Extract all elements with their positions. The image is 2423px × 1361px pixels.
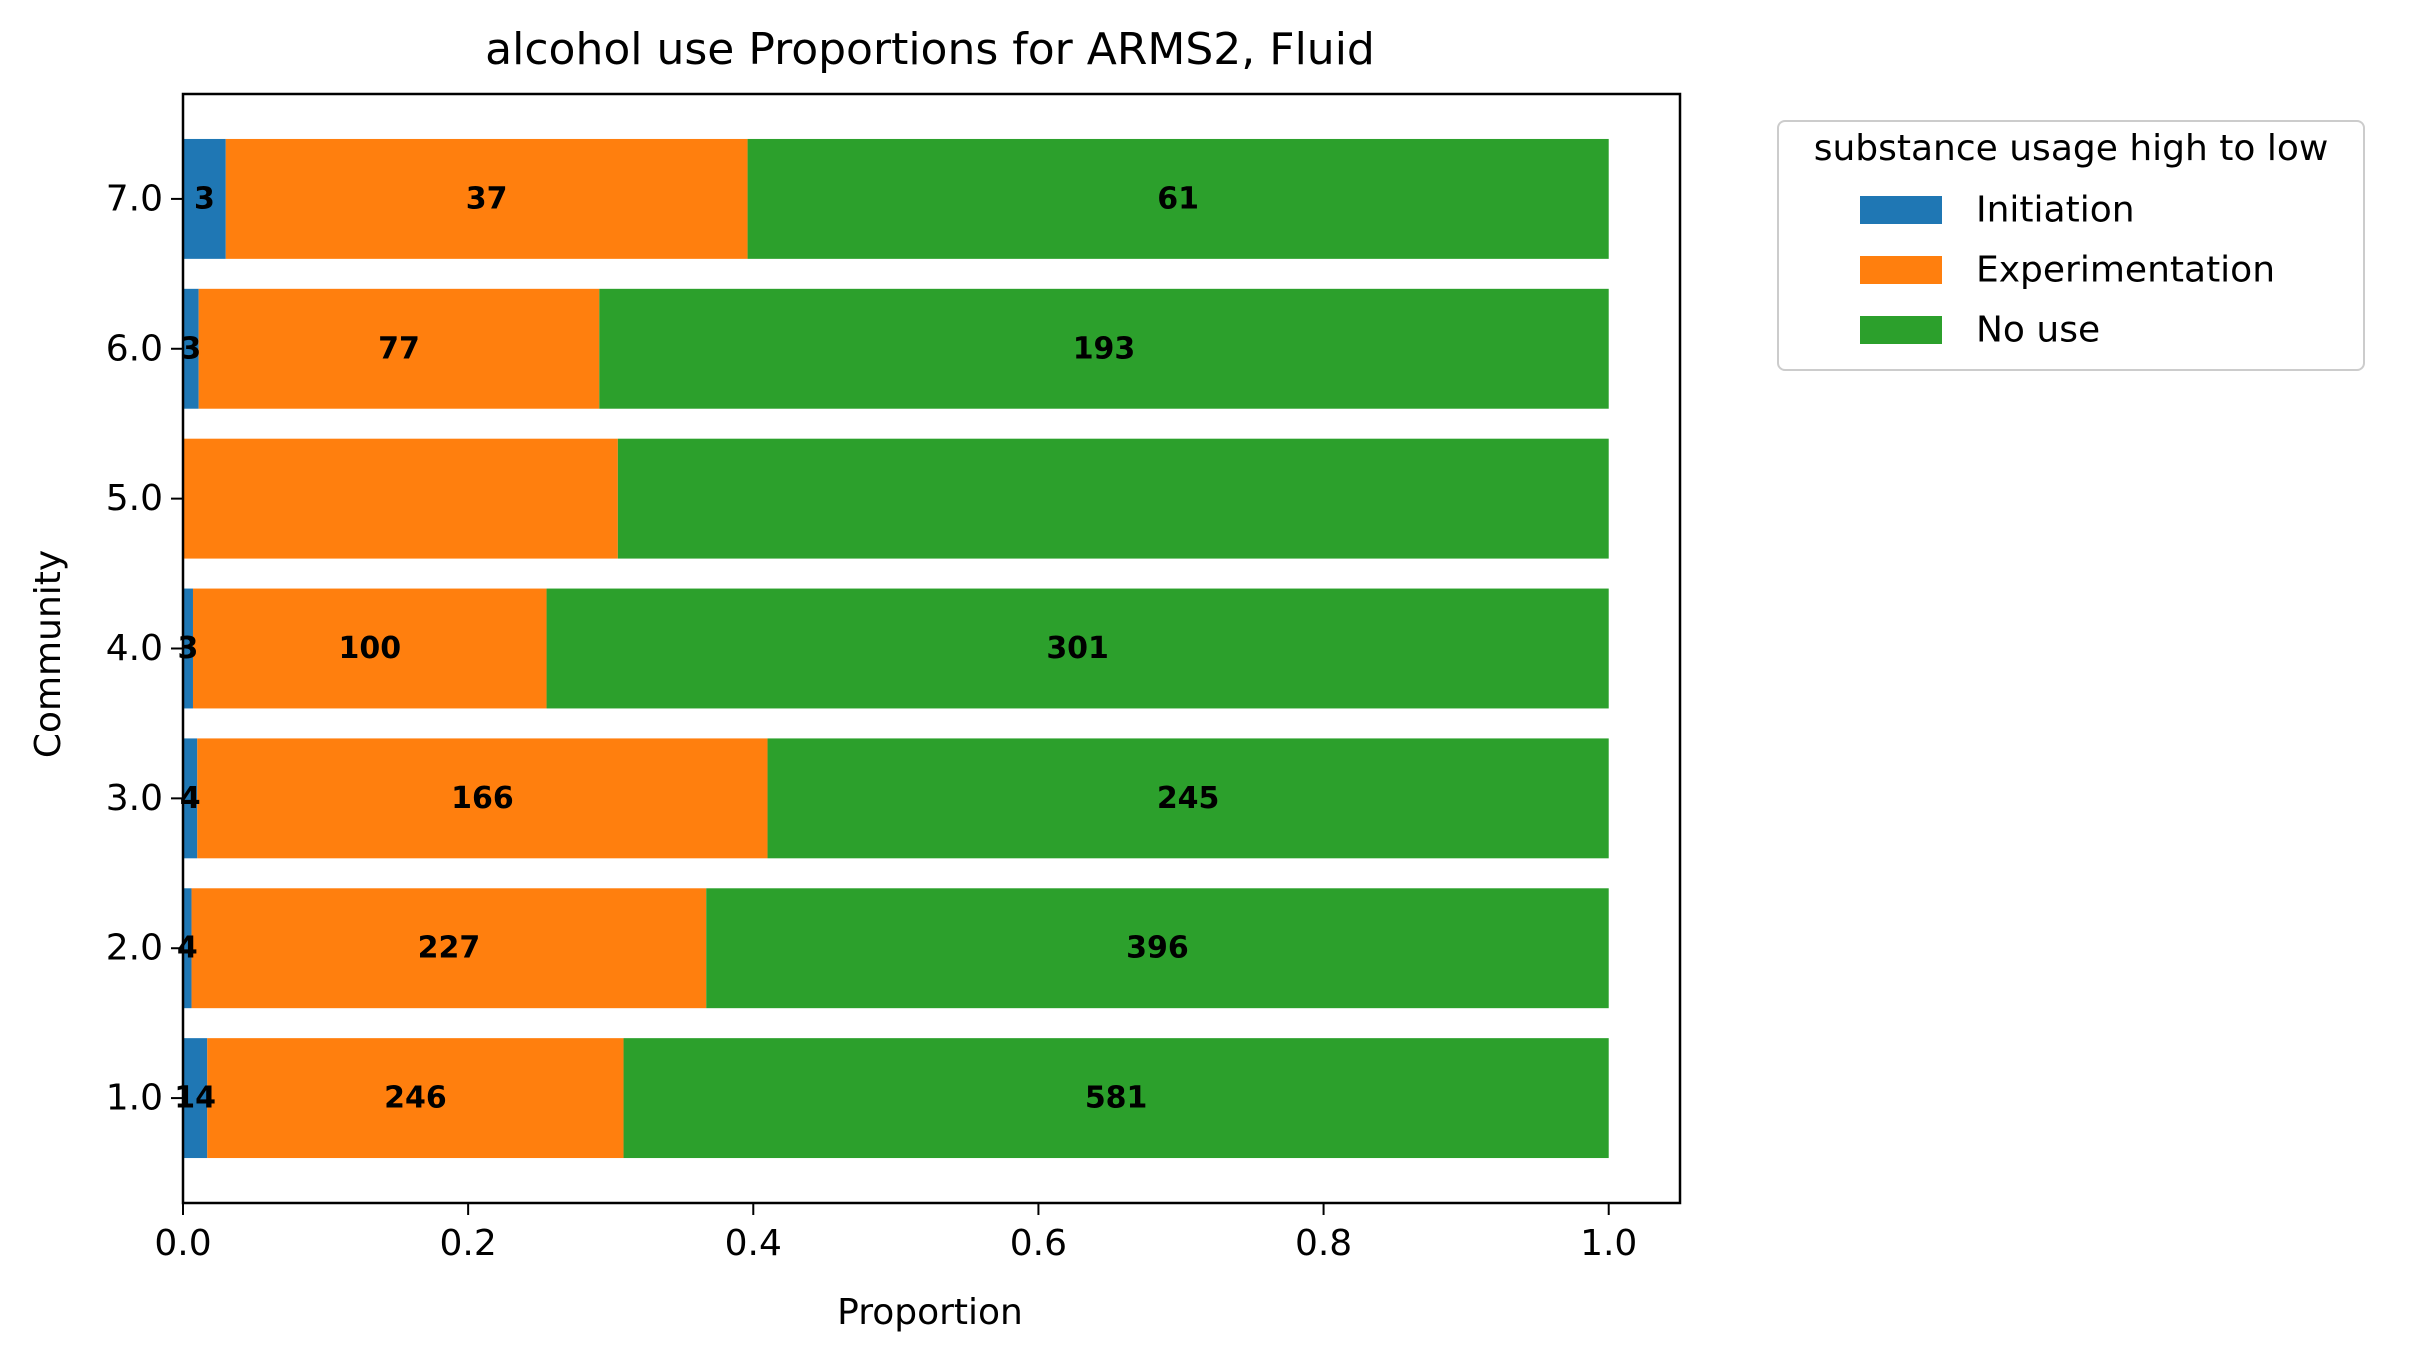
- bar-community-2.0-experimentation: [191, 888, 707, 1009]
- bar-data-label: 3: [194, 181, 215, 216]
- y-tick-label: 4.0: [106, 628, 163, 669]
- bar-community-3.0-initiation: [183, 738, 198, 859]
- x-tick-label: 0.0: [154, 1223, 211, 1264]
- legend-entry: No use: [1976, 310, 2100, 351]
- bar-community-7.0-experimentation: [225, 138, 748, 259]
- bar-data-label: 166: [451, 781, 514, 816]
- chart-title: alcohol use Proportions for ARMS2, Fluid: [485, 24, 1375, 75]
- bars-layer: [183, 138, 1609, 1159]
- bar-data-label: 37: [466, 181, 508, 216]
- bar-community-1.0-experimentation: [207, 1038, 624, 1159]
- legend-swatch: [1860, 316, 1942, 344]
- y-tick-label: 2.0: [106, 928, 163, 969]
- bar-data-label: 193: [1073, 331, 1136, 366]
- x-tick-label: 0.2: [440, 1223, 497, 1264]
- bar-community-4.0-experimentation: [192, 588, 547, 709]
- y-tick-label: 3.0: [106, 778, 163, 819]
- bar-community-6.0-initiation: [183, 288, 199, 409]
- y-tick-label: 6.0: [106, 328, 163, 369]
- bar-community-4.0-no-use: [546, 588, 1609, 709]
- bar-community-3.0-experimentation: [197, 738, 768, 859]
- bar-data-label: 396: [1126, 931, 1189, 966]
- legend-frame: [1777, 120, 2365, 371]
- bar-community-1.0-no-use: [623, 1038, 1609, 1159]
- bar-data-label: 301: [1046, 631, 1109, 666]
- bar-community-2.0-no-use: [706, 888, 1609, 1009]
- bar-community-4.0-initiation: [183, 588, 193, 709]
- bar-community-7.0-no-use: [747, 138, 1609, 259]
- legend: substance usage high to low Initiation Ex…: [1777, 120, 2365, 371]
- legend-title: substance usage high to low: [1814, 128, 2329, 169]
- y-tick-label: 7.0: [106, 178, 163, 219]
- bar-community-5.0-no-use: [617, 438, 1609, 559]
- x-tick-label: 0.6: [1010, 1223, 1067, 1264]
- bar-community-3.0-no-use: [767, 738, 1609, 859]
- legend-entry: Initiation: [1976, 190, 2135, 231]
- bar-data-label: 581: [1085, 1081, 1148, 1116]
- x-tick-label: 1.0: [1580, 1223, 1637, 1264]
- bar-data-label: 100: [338, 631, 401, 666]
- y-tick-label: 5.0: [106, 478, 163, 519]
- legend-swatch: [1860, 196, 1942, 224]
- legend-entry: Experimentation: [1976, 250, 2275, 291]
- x-tick-label: 0.8: [1295, 1223, 1352, 1264]
- axes-layer: 0.0 0.2 0.4 0.6 0.8 1.0 1.0 2.0 3.0 4.0 5.0 6.0 7.0: [106, 92, 1682, 1264]
- bar-data-label: 245: [1157, 781, 1220, 816]
- bar-community-2.0-initiation: [183, 888, 192, 1009]
- bar-data-label: 227: [418, 931, 481, 966]
- bar-community-5.0-experimentation: [183, 438, 618, 559]
- bar-community-6.0-no-use: [599, 288, 1609, 409]
- y-axis-label: Community: [28, 550, 69, 758]
- bar-data-label: 4: [180, 781, 201, 816]
- bar-data-label: 3: [180, 331, 201, 366]
- x-tick-label: 0.4: [725, 1223, 782, 1264]
- bar-data-label: 61: [1157, 181, 1199, 216]
- bar-community-1.0-initiation: [183, 1038, 208, 1159]
- bar-data-label: 246: [384, 1081, 447, 1116]
- legend-swatch: [1860, 256, 1942, 284]
- y-tick-label: 1.0: [106, 1078, 163, 1119]
- bar-data-label: 77: [378, 331, 420, 366]
- x-axis-label: Proportion: [837, 1292, 1023, 1333]
- bar-community-7.0-initiation: [183, 138, 226, 259]
- bar-community-6.0-experimentation: [198, 288, 600, 409]
